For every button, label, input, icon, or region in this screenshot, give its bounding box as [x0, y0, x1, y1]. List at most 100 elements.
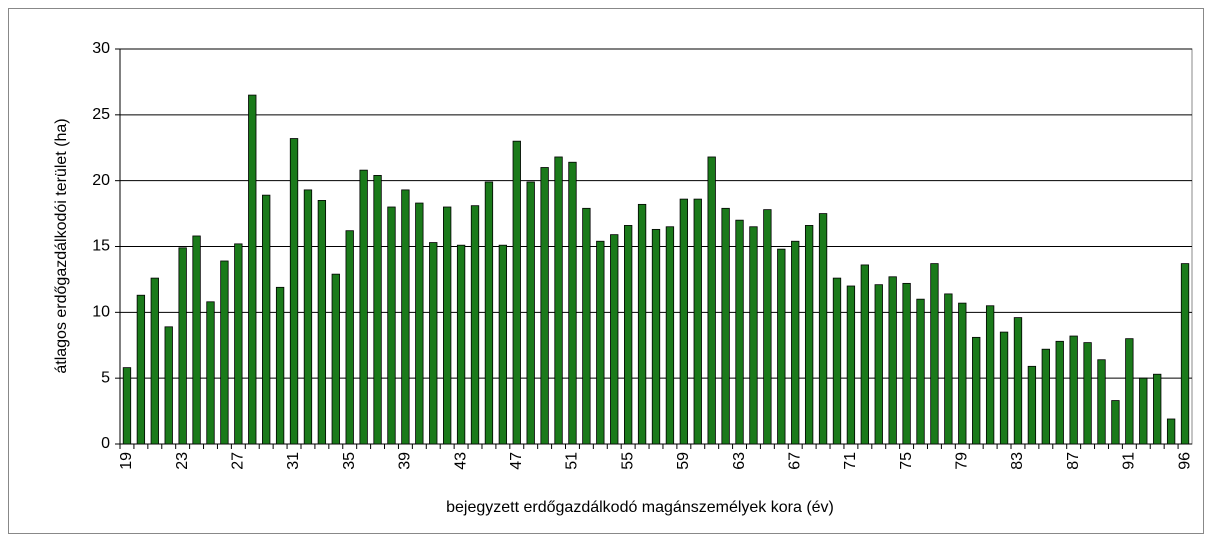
x-tick-label: 67	[786, 452, 803, 470]
bar	[1153, 373, 1162, 445]
x-tick-label: 51	[564, 452, 581, 470]
bar	[916, 298, 925, 445]
x-tick-label: 19	[118, 452, 135, 470]
bar	[512, 140, 521, 445]
bar	[387, 206, 396, 445]
x-tick-label: 75	[898, 452, 915, 470]
bar	[1055, 340, 1064, 445]
bar	[540, 167, 549, 445]
bar	[443, 206, 452, 445]
bar	[456, 244, 466, 445]
bar	[1166, 418, 1176, 445]
bar	[1111, 400, 1120, 445]
bar	[206, 301, 215, 445]
bar	[429, 242, 438, 445]
bar	[818, 213, 828, 445]
bar	[303, 189, 313, 445]
bar	[234, 243, 243, 445]
bar	[763, 209, 772, 445]
bar	[679, 198, 689, 445]
bar	[1139, 377, 1148, 445]
bar	[958, 302, 967, 445]
bar	[721, 207, 730, 445]
bar	[707, 156, 716, 445]
bar	[930, 263, 939, 445]
bar	[122, 367, 132, 445]
bar	[985, 305, 995, 445]
bar	[944, 293, 953, 445]
bar	[804, 225, 814, 445]
bar	[651, 228, 661, 445]
bar	[1013, 317, 1023, 445]
bar	[777, 248, 786, 445]
bar	[693, 198, 702, 445]
bar	[484, 181, 494, 445]
y-tick-label: 30	[92, 40, 110, 57]
bar	[1069, 335, 1078, 445]
bar	[735, 219, 744, 445]
x-tick-label: 47	[508, 452, 525, 470]
x-tick-label: 83	[1009, 452, 1026, 470]
bar	[178, 247, 187, 445]
bar	[262, 194, 271, 445]
bar	[874, 284, 883, 445]
bar	[498, 244, 508, 445]
x-tick-label: 79	[954, 452, 971, 470]
bar	[846, 285, 856, 445]
bar	[359, 169, 368, 445]
bar	[345, 230, 354, 445]
bar	[317, 200, 327, 445]
chart-border	[8, 8, 1204, 534]
x-tick-label: 31	[285, 452, 302, 470]
bar	[749, 226, 758, 445]
bar	[415, 202, 424, 445]
y-tick-label: 0	[101, 435, 110, 452]
bar	[1097, 359, 1106, 445]
bar	[999, 331, 1009, 445]
x-tick-label: 35	[341, 452, 358, 470]
bar	[248, 94, 257, 445]
x-tick-label: 59	[675, 452, 692, 470]
bar	[275, 286, 285, 445]
bar	[1041, 348, 1050, 445]
x-tick-label: 23	[174, 452, 191, 470]
bar	[192, 235, 201, 445]
bar	[554, 156, 563, 445]
bar	[401, 189, 410, 445]
y-tick-label: 10	[92, 304, 110, 321]
bar	[791, 240, 800, 445]
bar	[1180, 263, 1190, 445]
bar	[972, 336, 981, 445]
bar	[832, 277, 842, 445]
bar	[373, 174, 382, 445]
y-tick-label: 5	[101, 369, 110, 386]
x-tick-label: 63	[731, 452, 748, 470]
bar	[860, 264, 869, 445]
bar	[136, 294, 146, 445]
bar	[470, 205, 480, 445]
y-axis-title: átlagos erdőgazdálkodói terület (ha)	[53, 118, 70, 373]
bar	[637, 203, 647, 445]
x-tick-label: 96	[1176, 452, 1193, 470]
bar	[610, 234, 619, 445]
bar	[164, 326, 173, 445]
bar	[665, 226, 675, 445]
x-tick-label: 91	[1121, 452, 1138, 470]
bar	[623, 225, 633, 445]
bar	[902, 282, 911, 445]
bar	[1125, 338, 1134, 445]
bar	[526, 181, 535, 445]
x-tick-label: 27	[230, 452, 247, 470]
bar	[582, 207, 591, 445]
x-tick-label: 39	[397, 452, 414, 470]
x-tick-label: 43	[452, 452, 469, 470]
bar	[1083, 342, 1092, 445]
y-tick-label: 25	[92, 106, 110, 123]
bar	[150, 277, 159, 445]
x-tick-label: 55	[619, 452, 636, 470]
y-tick-label: 20	[92, 172, 110, 189]
bar	[289, 138, 299, 445]
bar	[568, 161, 577, 445]
x-axis-title: bejegyzett erdőgazdálkodó magánszemélyek…	[446, 499, 834, 516]
